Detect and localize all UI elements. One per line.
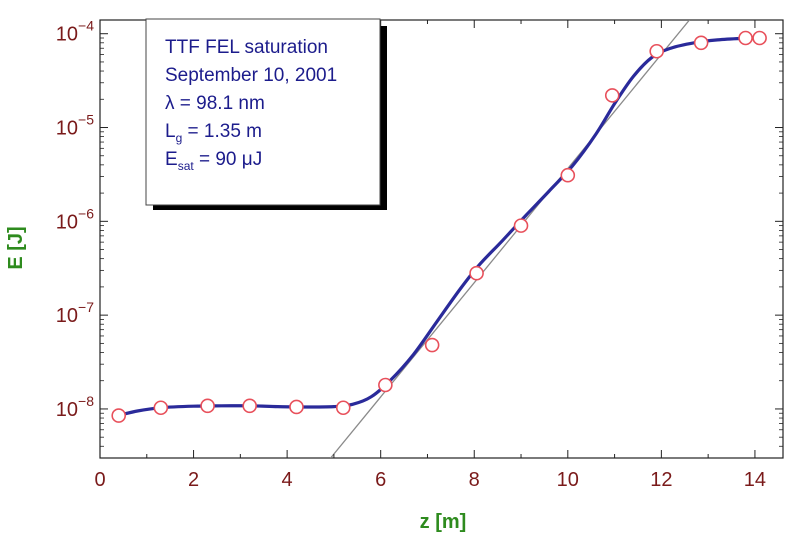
- x-tick-label: 4: [282, 469, 293, 491]
- x-tick-label: 14: [744, 469, 766, 491]
- x-axis: 0 2 4 6 8 10 12 14: [94, 20, 766, 491]
- y-axis-title: E [J]: [5, 226, 27, 269]
- x-tick-label: 8: [469, 469, 480, 491]
- y-tick-label: 10−6: [56, 205, 94, 233]
- legend-line-title: TTF FEL saturation: [165, 37, 328, 58]
- data-point: [289, 399, 304, 415]
- x-tick-label: 2: [188, 469, 199, 491]
- data-point: [469, 265, 484, 281]
- plot-frame: [99, 19, 784, 459]
- data-point: [649, 43, 664, 59]
- data-point: [752, 30, 767, 46]
- legend-frame: [145, 18, 381, 206]
- plot-area: [99, 19, 784, 459]
- y-tick-label: 10−7: [56, 299, 94, 327]
- data-point: [424, 337, 440, 353]
- data-point: [378, 377, 393, 393]
- data-point: [693, 35, 709, 51]
- data-point: [153, 400, 169, 416]
- data-point: [560, 167, 576, 183]
- data-point: [200, 398, 215, 414]
- y-tick-label: 10−4: [56, 18, 94, 46]
- legend-box: TTF FEL saturation September 10, 2001 λ …: [145, 18, 387, 210]
- data-point: [604, 88, 620, 103]
- x-axis-title: z [m]: [420, 511, 467, 533]
- y-tick-label: 10−5: [56, 112, 94, 140]
- x-tick-label: 6: [375, 469, 386, 491]
- y-tick-label: 10−8: [56, 393, 94, 421]
- data-point: [513, 218, 529, 233]
- data-point: [738, 30, 753, 46]
- x-tick-label: 10: [557, 469, 579, 491]
- data-point: [335, 400, 351, 416]
- legend-line-wavelength: λ = 98.1 nm: [165, 93, 265, 114]
- y-axis: 10−8 10−7 10−6 10−5 10−4: [56, 18, 783, 459]
- data-point: [242, 398, 257, 414]
- x-tick-label: 12: [650, 469, 672, 491]
- x-tick-label: 0: [94, 469, 105, 491]
- legend-line-gain-length: Lg = 1.35 m: [165, 121, 262, 145]
- legend-line-saturation-energy: Esat = 90 μJ: [165, 149, 262, 173]
- data-point: [111, 408, 127, 423]
- legend-line-date: September 10, 2001: [165, 65, 337, 86]
